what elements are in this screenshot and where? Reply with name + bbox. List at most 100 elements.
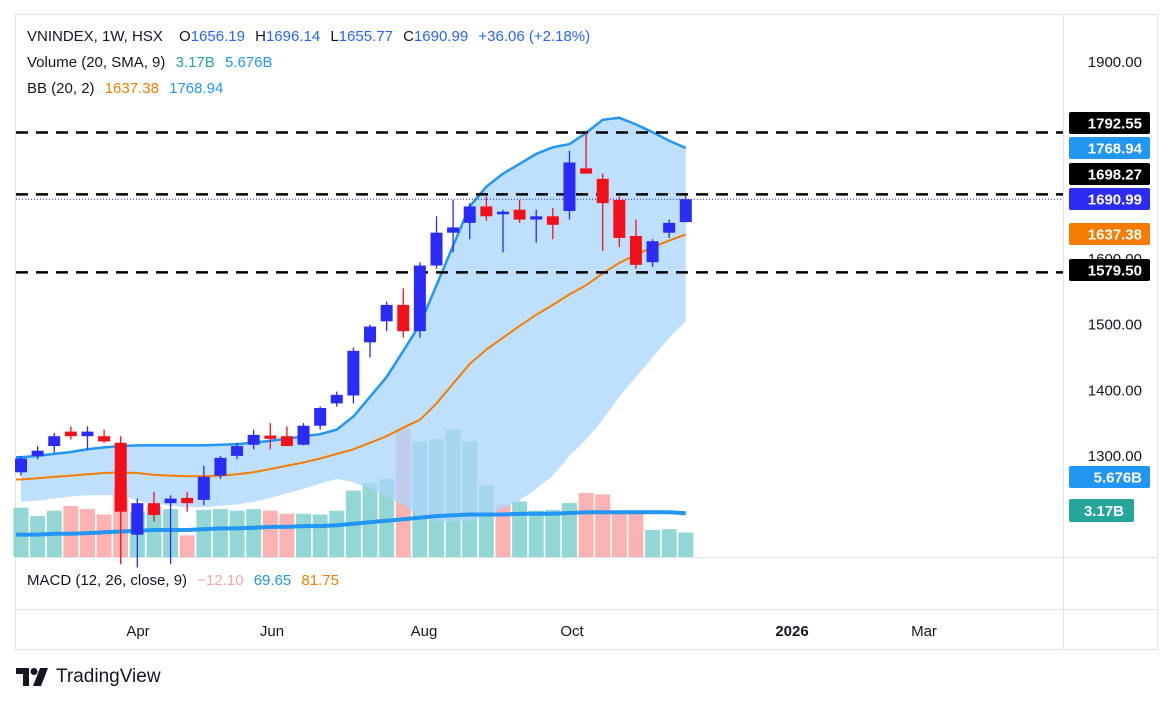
candle-body — [98, 436, 111, 442]
volume-sma-line — [16, 510, 686, 537]
high-label: H — [255, 28, 266, 45]
candle-body — [563, 162, 576, 212]
level-label-1579: 1579.50 — [1088, 263, 1142, 280]
volume-bar — [528, 510, 544, 557]
level-label-1792-box — [1069, 112, 1150, 134]
candle-body — [364, 326, 377, 343]
volume-bar — [96, 514, 112, 557]
time-tick-label: 2026 — [775, 623, 808, 640]
candle-body — [613, 199, 626, 238]
tradingview-logo-icon — [16, 668, 48, 686]
candle-body — [413, 265, 426, 332]
candle-body — [181, 497, 194, 504]
close-value: 1690.99 — [413, 28, 469, 45]
candle-body — [629, 235, 642, 265]
macd-line-value: 69.65 — [253, 572, 292, 589]
bb-label: BB (20, 2) — [27, 80, 95, 97]
volume-bar — [545, 509, 561, 557]
candle-body — [280, 436, 293, 447]
candle-body — [513, 209, 526, 220]
price-chart[interactable]: 1300.001400.001500.001600.001900.001792.… — [0, 0, 1172, 660]
candle-body — [580, 168, 593, 174]
price-tick-label: 1400.00 — [1088, 382, 1142, 399]
candle-body — [131, 503, 144, 535]
macd-label: MACD (12, 26, close, 9) — [27, 572, 188, 589]
candle-body — [546, 216, 559, 225]
volume-bar — [595, 494, 611, 557]
candle-body — [596, 178, 609, 204]
volume-sma-label-box — [1069, 466, 1150, 488]
level-label-1698-box — [1069, 163, 1150, 185]
volume-bar — [13, 507, 29, 557]
volume-legend: Volume (20, SMA, 9) 3.17B 5.676B — [27, 54, 273, 71]
candle-body — [314, 407, 327, 426]
volume-bar — [246, 509, 262, 557]
candle-body — [663, 222, 676, 233]
volume-bar — [495, 504, 511, 557]
candle-body — [81, 431, 94, 437]
level-label-1698: 1698.27 — [1088, 167, 1142, 184]
candle-body — [48, 436, 61, 447]
time-tick-label: Oct — [560, 623, 584, 640]
time-tick-label: Jun — [260, 623, 284, 640]
open-value: 1656.19 — [190, 28, 245, 45]
volume-sma-label: 5.676B — [1094, 470, 1143, 487]
bb-upper-label-box — [1069, 137, 1150, 159]
open-label: O — [179, 28, 191, 45]
candle-body — [330, 394, 343, 404]
candle-body — [646, 241, 659, 263]
level-label-1579-box — [1069, 259, 1150, 281]
candle-body — [430, 232, 443, 266]
volume-value: 3.17B — [175, 54, 215, 71]
price-tick-label: 1900.00 — [1088, 54, 1142, 71]
volume-bar — [512, 501, 528, 557]
volume-bar — [678, 532, 694, 557]
brand-name: TradingView — [56, 666, 161, 687]
candle-body — [64, 431, 77, 437]
volume-bar — [196, 509, 212, 557]
change-value: +36.06 (+2.18%) — [478, 28, 591, 45]
candle-body — [164, 498, 177, 504]
volume-bar — [578, 492, 594, 557]
candle-body — [297, 425, 310, 445]
bb-basis-label-box — [1069, 223, 1150, 245]
level-label-1792: 1792.55 — [1088, 116, 1142, 133]
candle-body — [231, 446, 244, 456]
candle-body — [15, 458, 27, 473]
volume-bar — [179, 535, 195, 557]
volume-bar — [63, 506, 79, 557]
candle-body — [480, 206, 493, 217]
low-value: 1655.77 — [338, 28, 393, 45]
ohlc-legend: VNINDEX, 1W, HSX O1656.19 H1696.14 L1655… — [27, 28, 590, 45]
candle-body — [397, 304, 410, 332]
volume-sma-value: 5.676B — [224, 54, 273, 71]
volume-bar — [262, 510, 278, 557]
volume-bar — [661, 529, 677, 557]
candle-body — [679, 199, 692, 223]
price-tick-label: 1500.00 — [1088, 317, 1142, 334]
bb-basis-label: 1637.38 — [1088, 227, 1142, 244]
volume-bar — [611, 510, 627, 557]
volume-label: Volume (20, SMA, 9) — [27, 54, 166, 71]
candle-body — [463, 206, 476, 223]
low-label: L — [330, 28, 339, 45]
price-tick-label: 1300.00 — [1088, 448, 1142, 465]
volume-bar — [628, 510, 644, 557]
candle-body — [447, 227, 460, 233]
bb-upper-label: 1768.94 — [1088, 141, 1143, 158]
candle-body — [380, 304, 393, 322]
macd-legend: MACD (12, 26, close, 9) −12.10 69.65 81.… — [27, 572, 339, 589]
volume-bar — [561, 502, 577, 557]
volume-bar — [279, 513, 295, 557]
tradingview-logo[interactable]: TradingView — [16, 664, 161, 690]
time-tick-label: Apr — [126, 623, 149, 640]
candle-body — [347, 350, 360, 396]
time-tick-label: Aug — [411, 623, 438, 640]
volume-bar — [212, 509, 228, 557]
last-price-label: 1690.99 — [1088, 192, 1142, 209]
candle-body — [496, 211, 509, 215]
time-tick-label: Mar — [911, 623, 937, 640]
candle-body — [147, 503, 160, 515]
volume-bar — [229, 510, 245, 557]
candle-body — [114, 442, 127, 512]
